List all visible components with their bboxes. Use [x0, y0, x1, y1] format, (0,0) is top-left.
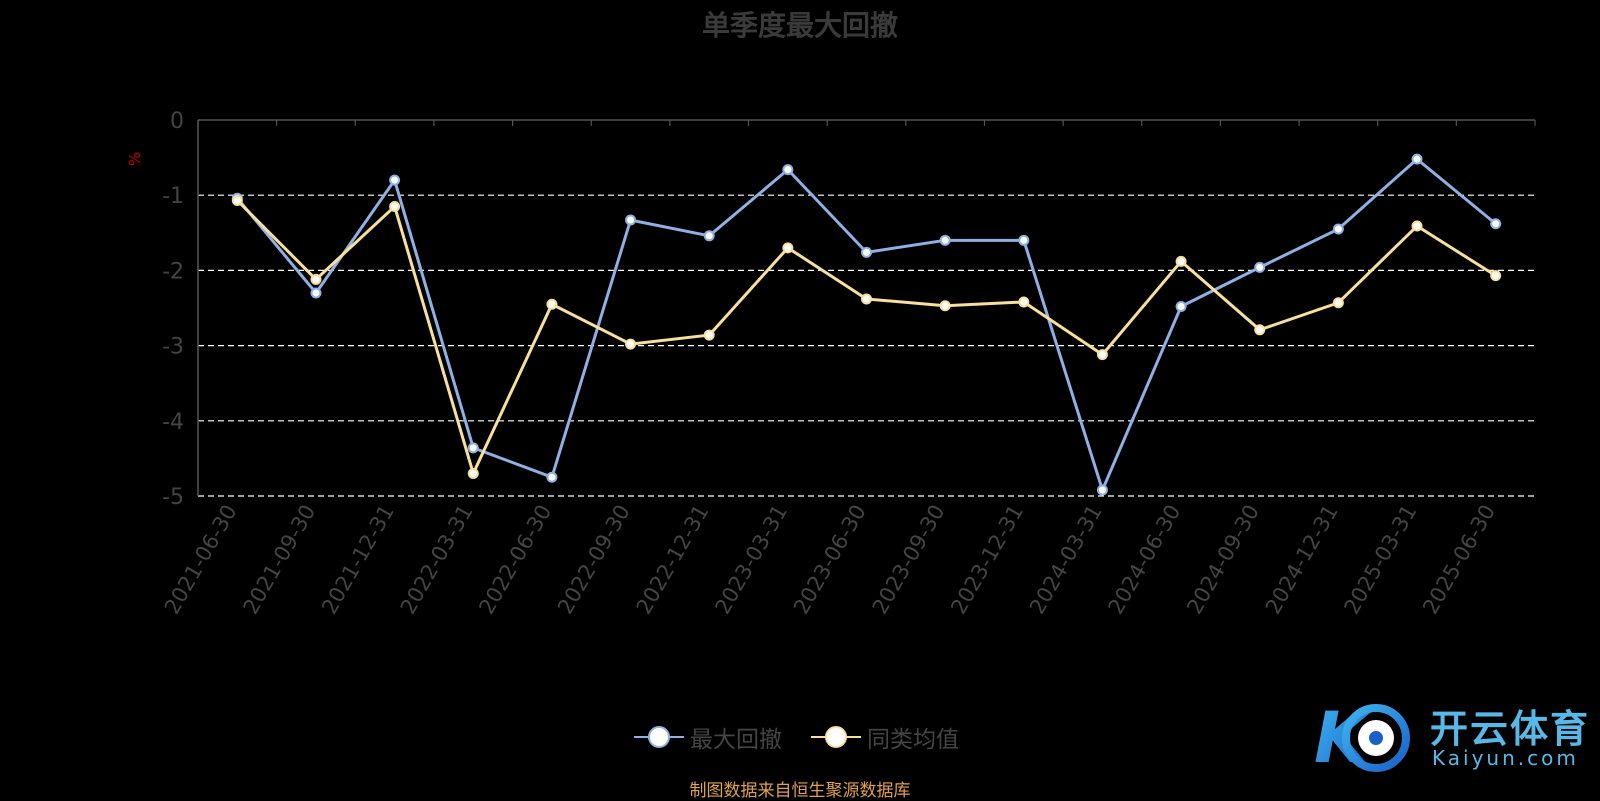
x-tick-label: 2021-06-30	[160, 501, 242, 619]
data-point-series-0	[1254, 261, 1266, 273]
data-point-series-0	[625, 214, 637, 226]
x-tick-label: 2021-09-30	[238, 501, 320, 619]
watermark-text-en: Kaiyun.com	[1432, 746, 1579, 770]
data-point-series-0	[1332, 223, 1344, 235]
x-tick-label: 2023-03-31	[710, 501, 792, 619]
legend-item-peer-average[interactable]: 同类均值	[811, 717, 959, 757]
data-point-series-1	[231, 194, 243, 206]
x-tick-label: 2021-12-31	[317, 501, 399, 619]
x-tick-label: 2022-03-31	[396, 501, 478, 619]
data-point-series-1	[939, 300, 951, 312]
data-point-series-1	[1018, 296, 1030, 308]
legend-marker-peer-average	[811, 726, 861, 748]
data-point-series-0	[939, 234, 951, 246]
y-tick-label: -4	[162, 410, 184, 435]
x-tick-label: 2024-12-31	[1261, 501, 1343, 619]
legend-marker-max-drawdown	[634, 726, 684, 748]
data-point-series-0	[546, 471, 558, 483]
data-point-series-0	[1175, 300, 1187, 312]
y-tick-label: -5	[162, 485, 184, 510]
data-point-series-0	[782, 164, 794, 176]
data-point-series-1	[467, 467, 479, 479]
legend-label-peer-average: 同类均值	[867, 727, 959, 753]
y-tick-label: -3	[162, 335, 184, 360]
legend: 最大回撤 同类均值	[0, 717, 1600, 757]
data-point-series-1	[625, 338, 637, 350]
data-point-series-1	[1175, 255, 1187, 267]
x-tick-label: 2023-12-31	[946, 501, 1028, 619]
x-tick-label: 2024-03-31	[1025, 501, 1107, 619]
data-point-series-1	[1254, 324, 1266, 336]
data-point-series-0	[1490, 218, 1502, 230]
data-point-series-1	[1411, 220, 1423, 232]
x-tick-label: 2024-09-30	[1182, 501, 1264, 619]
data-point-series-1	[703, 329, 715, 341]
kaiyun-logo-icon: K	[1314, 697, 1410, 779]
data-point-series-1	[310, 273, 322, 285]
watermark-logo: K 开云体育 Kaiyun.com	[1310, 696, 1600, 786]
x-tick-label: 2022-09-30	[553, 501, 635, 619]
data-point-series-1	[1332, 297, 1344, 309]
chart-title: 单季度最大回撤	[701, 9, 898, 42]
y-tick-label: -1	[162, 184, 184, 209]
data-point-series-0	[861, 246, 872, 258]
data-point-series-0	[1018, 234, 1030, 246]
data-point-series-0	[703, 230, 715, 242]
legend-item-max-drawdown[interactable]: 最大回撤	[634, 717, 782, 757]
x-tick-label: 2023-09-30	[868, 500, 950, 618]
data-point-series-1	[389, 200, 401, 212]
data-point-series-0	[1411, 153, 1423, 165]
x-tick-label: 2024-06-30	[1104, 501, 1186, 619]
x-tick-label: 2025-06-30	[1418, 501, 1500, 619]
legend-label-max-drawdown: 最大回撤	[690, 727, 782, 753]
x-tick-label: 2023-06-30	[789, 501, 871, 619]
series-line-1	[236, 199, 1497, 475]
data-point-series-0	[467, 442, 479, 454]
data-point-series-0	[389, 174, 401, 186]
data-point-series-1	[861, 293, 872, 305]
data-point-series-0	[310, 287, 322, 299]
series-line-0	[236, 157, 1497, 492]
y-tick-label: -2	[162, 259, 184, 284]
x-tick-label: 2022-06-30	[474, 501, 556, 619]
source-note: 制图数据来自恒生聚源数据库	[689, 781, 911, 801]
data-point-series-1	[782, 242, 794, 254]
data-point-series-1	[1490, 270, 1502, 282]
data-point-series-1	[1096, 349, 1108, 361]
watermark-text-cn: 开云体育	[1430, 707, 1591, 751]
data-point-series-0	[1096, 484, 1108, 496]
y-tick-label: 0	[170, 109, 184, 134]
x-tick-label: 2025-03-31	[1340, 501, 1422, 619]
x-tick-label: 2022-12-31	[632, 501, 714, 619]
data-point-series-1	[546, 298, 558, 310]
